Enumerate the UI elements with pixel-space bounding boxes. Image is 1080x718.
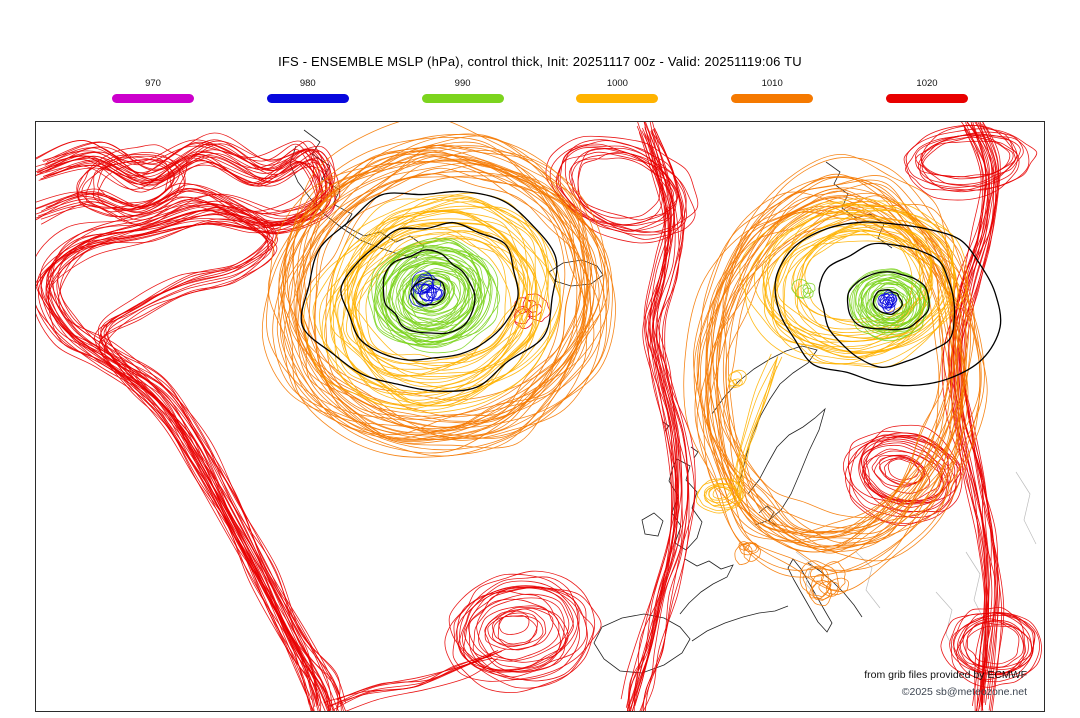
- legend-color-bar: [885, 93, 968, 103]
- copyright-line: ©2025 sb@meteozone.net: [901, 686, 1027, 698]
- legend-item-990: 990: [421, 78, 504, 103]
- legend-label: 1020: [916, 78, 938, 89]
- legend-item-1020: 1020: [885, 78, 968, 103]
- credit-line: from grib files provided by ECMWF: [864, 669, 1027, 681]
- legend-color-bar: [112, 93, 194, 103]
- legend-item-1010: 1010: [731, 78, 814, 103]
- legend-color-bar: [576, 93, 659, 103]
- pressure-legend: 970 980 990 1000 1010 1020: [112, 79, 968, 103]
- map-frame: from grib files provided by ECMWF ©2025 …: [35, 121, 1045, 712]
- legend-color-bar: [266, 93, 349, 103]
- legend-label: 1000: [606, 78, 628, 89]
- ensemble-contours-layer: [36, 122, 1042, 711]
- legend-label: 980: [299, 78, 316, 89]
- legend-label: 990: [454, 78, 471, 89]
- control-contours-layer: [300, 190, 1002, 392]
- legend-item-970: 970: [112, 79, 194, 103]
- legend-label: 970: [145, 78, 161, 89]
- ensemble-map: [36, 122, 1042, 711]
- chart-title: IFS - ENSEMBLE MSLP (hPa), control thick…: [278, 54, 802, 69]
- legend-label: 1010: [761, 78, 783, 89]
- legend-color-bar: [421, 93, 504, 103]
- legend-item-980: 980: [266, 78, 349, 103]
- legend-color-bar: [731, 93, 814, 103]
- legend-item-1000: 1000: [576, 78, 659, 103]
